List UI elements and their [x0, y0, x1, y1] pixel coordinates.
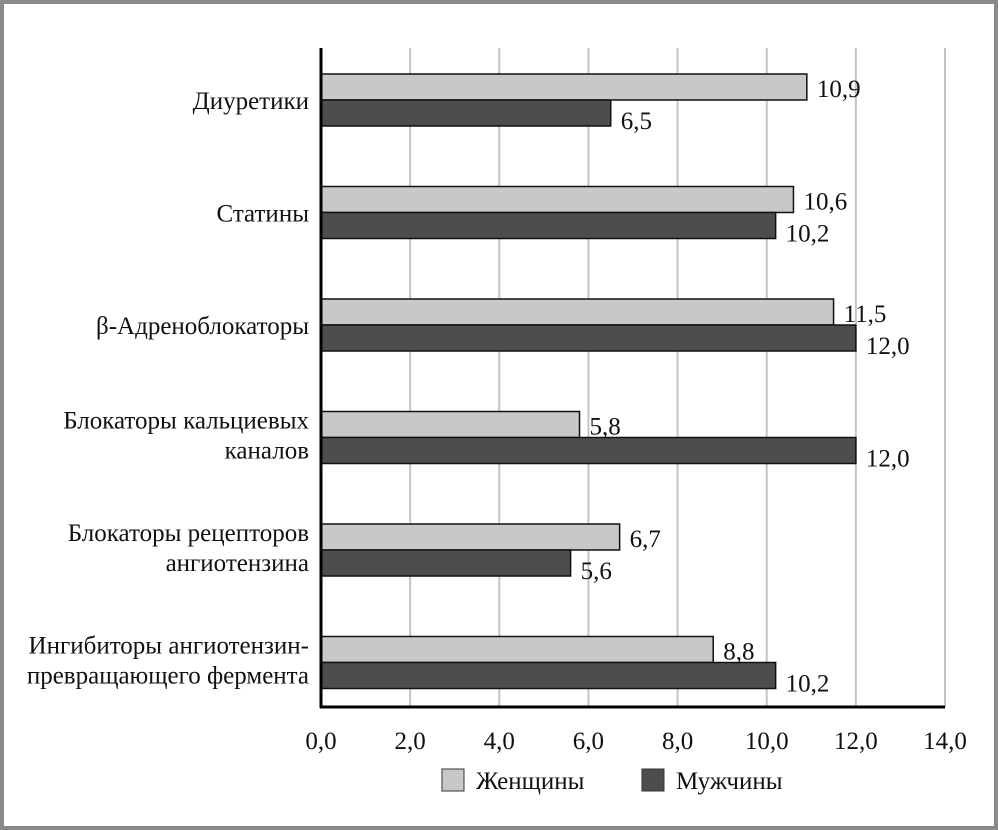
legend-swatch-women [441, 768, 465, 792]
data-label: 6,5 [621, 108, 652, 135]
bar-men [320, 661, 777, 690]
bar-women [320, 410, 581, 439]
category-label: Блокаторы рецепторов [68, 520, 309, 547]
data-label: 6,7 [630, 526, 661, 553]
x-tick-label: 2,0 [395, 728, 426, 755]
bar-men [320, 549, 572, 577]
data-label: 10,6 [803, 189, 847, 216]
data-label: 5,8 [590, 414, 621, 441]
category-label: ангиотензина [166, 550, 309, 577]
x-tick-label: 6,0 [573, 728, 604, 755]
data-label: 11,5 [844, 301, 887, 328]
data-label: 5,6 [581, 558, 612, 585]
x-tick-label: 8,0 [662, 728, 693, 755]
legend-swatch-men [641, 768, 665, 792]
data-label: 10,9 [817, 76, 861, 103]
x-tick-label: 0,0 [305, 728, 336, 755]
category-label: Блокаторы кальциевых [63, 408, 309, 435]
data-label: 12,0 [866, 446, 910, 473]
x-tick-label: 10,0 [745, 728, 789, 755]
category-label: β-Адреноблокаторы [96, 313, 309, 340]
category-label: Ингибиторы ангиотензин- [29, 633, 309, 660]
category-label: Статины [216, 201, 309, 228]
data-label: 10,2 [786, 671, 830, 698]
category-label: превращающего фермента [27, 663, 309, 690]
data-label: 12,0 [866, 333, 910, 360]
x-tick-label: 4,0 [484, 728, 515, 755]
bar-women [320, 73, 808, 101]
legend-label: Мужчины [676, 768, 783, 795]
data-label: 8,8 [723, 639, 754, 666]
bar-men [320, 99, 612, 127]
bar-women [320, 635, 714, 664]
bar-women [320, 298, 835, 326]
bar-men [320, 436, 857, 465]
category-label: каналов [225, 438, 309, 465]
bar-men [320, 211, 777, 240]
bar-men [320, 324, 857, 352]
x-tick-label: 14,0 [923, 728, 967, 755]
category-label: Диуретики [193, 88, 309, 115]
data-label: 10,2 [786, 221, 830, 248]
bar-women [320, 523, 621, 551]
legend-label: Женщины [476, 768, 585, 795]
bar-women [320, 185, 795, 214]
x-tick-label: 12,0 [834, 728, 878, 755]
